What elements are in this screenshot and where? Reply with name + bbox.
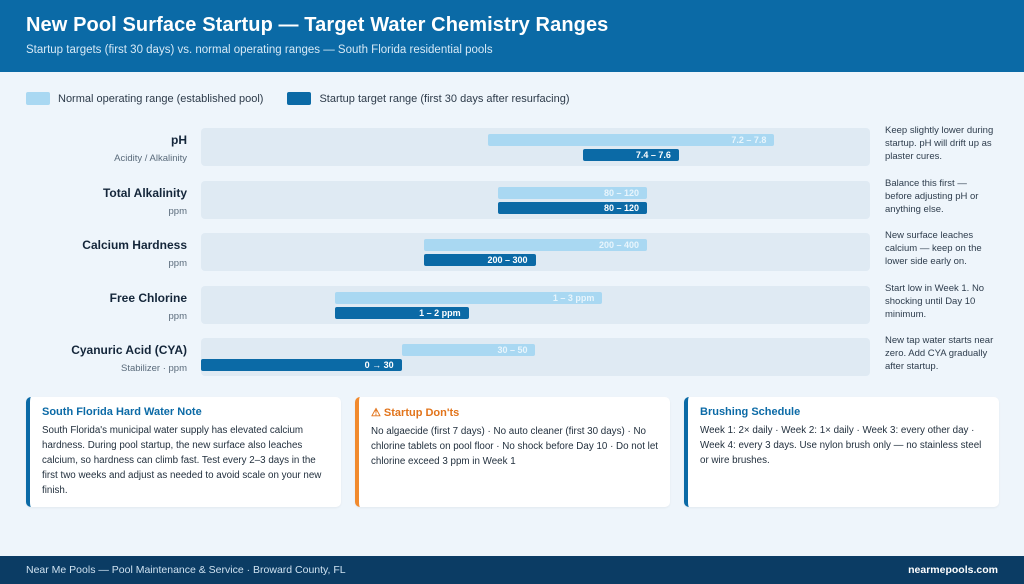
card-body: South Florida's municipal water supply h… — [42, 425, 322, 496]
parameter-unit: ppm — [168, 205, 187, 217]
footer-site-link[interactable]: nearmepools.com — [908, 564, 998, 576]
legend-swatch-normal — [26, 92, 50, 105]
card-title: Brushing Schedule — [700, 406, 801, 418]
legend-item-startup: Startup target range (first 30 days afte… — [287, 92, 570, 105]
startup-donts-card: ⚠ Startup Don'ts No algaecide (first 7 d… — [355, 397, 670, 507]
row-label: Total Alkalinity ppm — [26, 186, 187, 217]
legend-item-normal: Normal operating range (established pool… — [26, 92, 263, 105]
legend-label-normal: Normal operating range (established pool… — [58, 92, 264, 105]
row-note: New surface leaches calcium — keep on th… — [885, 230, 982, 267]
chart-row: pH Acidity / Alkalinity 7.2 – 7.8 7.4 – 7.6… — [0, 125, 1024, 168]
chart-row: Total Alkalinity ppm 80 – 120 80 – 120 Balan… — [0, 178, 1024, 221]
footer: Near Me Pools — Pool Maintenance & Servi… — [0, 556, 1024, 584]
range-track: 7.2 – 7.8 7.4 – 7.6 — [201, 128, 870, 166]
row-label: pH Acidity / Alkalinity — [26, 133, 187, 164]
parameter-name: Total Alkalinity — [102, 185, 187, 200]
chart-row: Free Chlorine ppm 1 – 3 ppm 1 – 2 ppm Start … — [0, 283, 1024, 326]
row-note: Balance this first — before adjusting pH… — [885, 177, 979, 215]
card-body: No algaecide (first 7 days) · No auto cl… — [371, 426, 658, 467]
range-track: 1 – 3 ppm 1 – 2 ppm — [201, 285, 870, 324]
range-track: 80 – 120 80 – 120 — [201, 180, 870, 219]
parameter-unit: ppm — [168, 310, 187, 322]
normal-range-bar: 1 – 3 ppm — [334, 291, 603, 304]
card-title: ⚠ Startup Don'ts — [371, 407, 460, 419]
footer-text: Near Me Pools — Pool Maintenance & Servi… — [26, 564, 346, 576]
parameter-name: Free Chlorine — [109, 290, 187, 305]
card-title: South Florida Hard Water Note — [42, 406, 202, 418]
startup-range-bar: 200 – 300 — [424, 254, 536, 266]
normal-range-bar: 200 – 400 — [424, 239, 647, 251]
row-label: Cyanuric Acid (CYA) Stabilizer · ppm — [26, 343, 187, 374]
info-cards: South Florida Hard Water Note South Flor… — [26, 397, 1013, 507]
startup-range-bar: 0 → 30 — [201, 359, 402, 371]
chart-row: Cyanuric Acid (CYA) Stabilizer · ppm 30 – … — [0, 335, 1024, 378]
hard-water-card: South Florida Hard Water Note South Flor… — [26, 397, 341, 507]
card-body: Week 1: 2× daily · Week 2: 1× daily · We… — [700, 425, 982, 466]
range-track: 30 – 50 0 → 30 — [201, 338, 870, 376]
brushing-schedule-card: Brushing Schedule Week 1: 2× daily · Wee… — [684, 397, 999, 507]
legend-label-startup: Startup target range (first 30 days afte… — [319, 92, 570, 105]
normal-range-bar: 7.2 – 7.8 — [487, 134, 775, 146]
chart-row: Calcium Hardness ppm 200 – 400 200 – 300 New… — [0, 230, 1024, 273]
parameter-name: pH — [171, 133, 187, 147]
page-title: New Pool Surface Startup — Target Water … — [26, 14, 609, 36]
range-track: 200 – 400 200 – 300 — [201, 233, 870, 271]
row-note: Start low in Week 1. No shocking until D… — [885, 282, 985, 320]
row-note: Keep slightly lower during startup. pH w… — [885, 125, 994, 162]
parameter-unit: Acidity / Alkalinity — [114, 153, 187, 164]
startup-range-bar: 1 – 2 ppm — [334, 306, 469, 319]
startup-range-bar: 7.4 – 7.6 — [583, 149, 679, 161]
startup-range-bar: 80 – 120 — [498, 201, 647, 214]
row-label: Free Chlorine ppm — [26, 291, 187, 322]
parameter-unit: ppm — [168, 258, 187, 269]
page-subtitle: Startup targets (first 30 days) vs. norm… — [26, 44, 493, 56]
parameter-name: Calcium Hardness — [82, 238, 187, 252]
row-note: New tap water starts near zero. Add CYA … — [885, 335, 994, 372]
header: New Pool Surface Startup — Target Water … — [0, 0, 1024, 72]
normal-range-bar: 80 – 120 — [498, 186, 647, 199]
parameter-name: Cyanuric Acid (CYA) — [71, 343, 187, 357]
normal-range-bar: 30 – 50 — [401, 344, 536, 356]
legend-swatch-startup — [287, 92, 312, 105]
row-label: Calcium Hardness ppm — [26, 238, 187, 269]
parameter-unit: Stabilizer · ppm — [121, 363, 187, 374]
legend: Normal operating range (established pool… — [26, 92, 594, 105]
